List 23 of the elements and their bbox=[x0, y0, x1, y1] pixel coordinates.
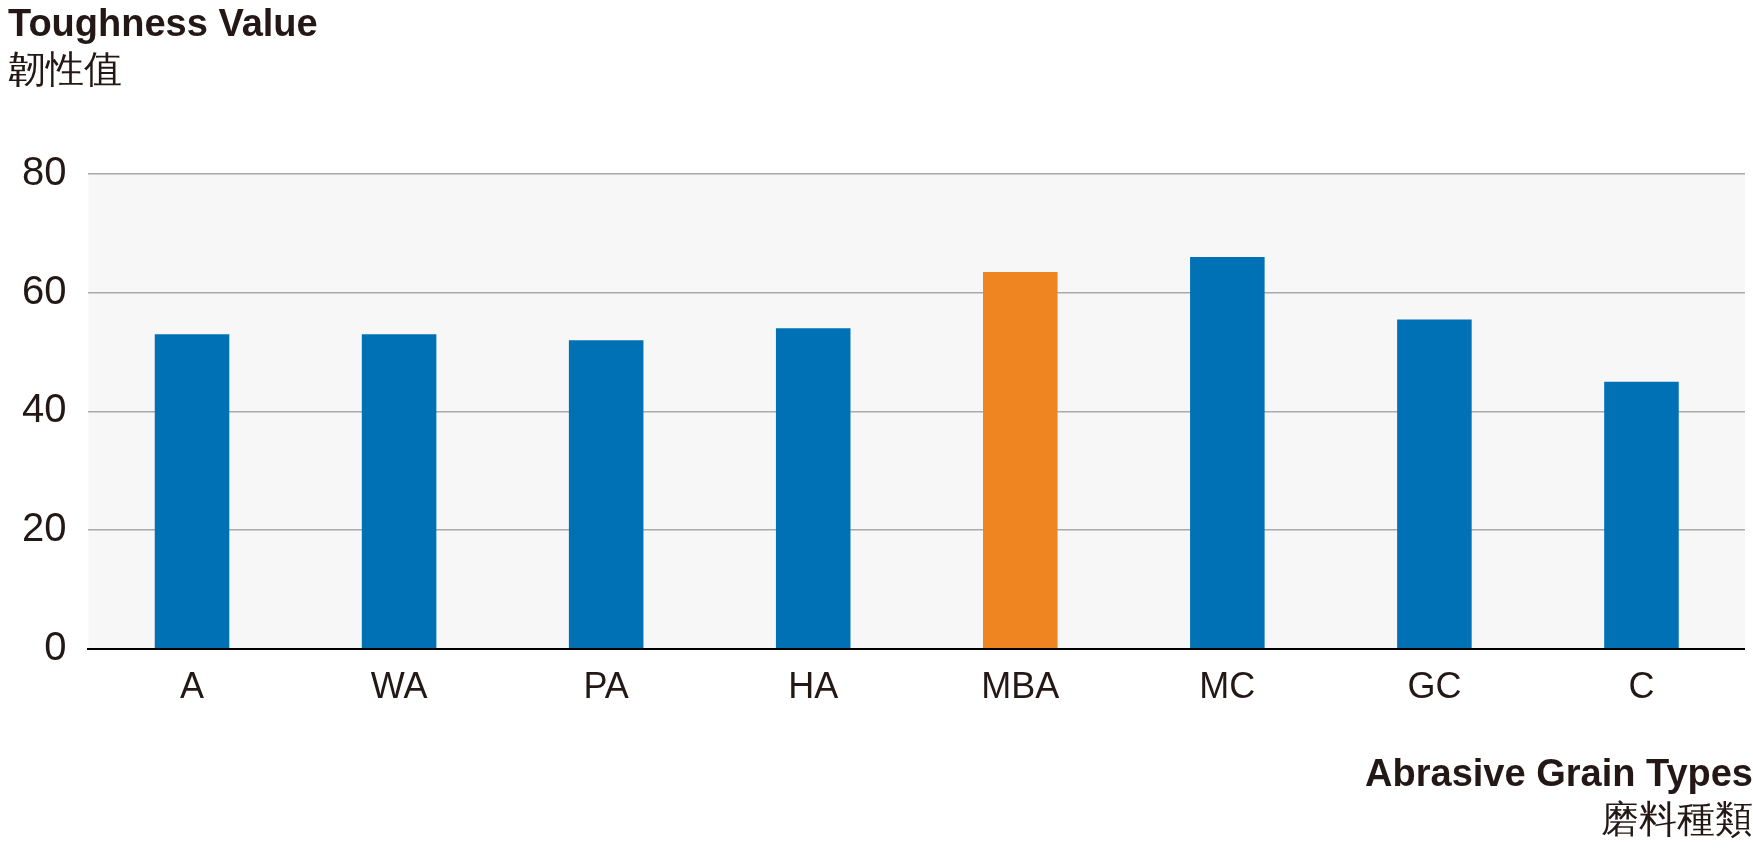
bar bbox=[1190, 257, 1265, 649]
y-tick-label: 20 bbox=[21, 505, 67, 550]
y-axis-title: Toughness Value 韌性值 bbox=[8, 1, 318, 92]
x-tick-label: A bbox=[180, 665, 205, 707]
x-tick-label: C bbox=[1628, 665, 1655, 707]
y-tick-label: 60 bbox=[21, 267, 67, 312]
x-tick-label: MC bbox=[1199, 665, 1256, 707]
bar bbox=[775, 328, 851, 649]
y-tick-label: 80 bbox=[21, 149, 67, 194]
bar bbox=[1604, 381, 1679, 649]
x-axis-title: Abrasive Grain Types 磨料種類 bbox=[1365, 751, 1753, 842]
x-tick-label: GC bbox=[1407, 665, 1462, 707]
x-tick-label: PA bbox=[583, 665, 629, 707]
y-tick-label: 0 bbox=[44, 623, 67, 668]
bar bbox=[154, 334, 230, 649]
y-tick-label: 40 bbox=[21, 386, 67, 431]
x-tick-label: HA bbox=[788, 665, 839, 707]
bar bbox=[568, 340, 644, 649]
bar bbox=[983, 271, 1058, 649]
x-tick-label: WA bbox=[370, 665, 428, 707]
bar bbox=[361, 334, 437, 649]
bar bbox=[1397, 319, 1472, 649]
x-tick-label: MBA bbox=[981, 665, 1060, 707]
